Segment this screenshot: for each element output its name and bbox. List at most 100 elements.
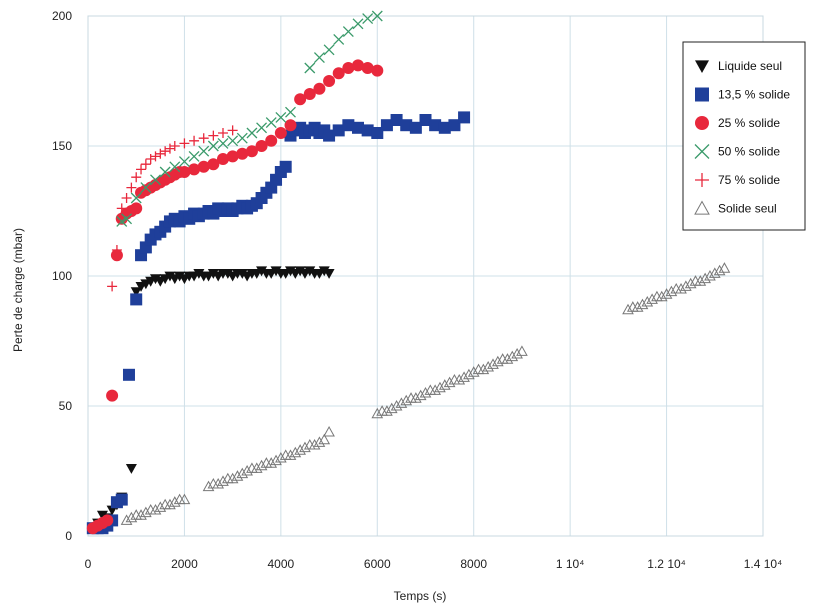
y-tick-label: 150 xyxy=(52,139,72,153)
data-point xyxy=(150,174,161,186)
data-point xyxy=(380,119,393,132)
data-point xyxy=(246,127,258,139)
data-point xyxy=(140,506,152,518)
data-point xyxy=(352,121,364,134)
legend-label: 25 % solide xyxy=(718,116,780,130)
y-tick-label: 50 xyxy=(59,399,73,413)
data-point xyxy=(284,119,297,132)
data-point xyxy=(419,386,432,398)
series-3 xyxy=(116,10,383,227)
data-point xyxy=(178,156,190,168)
data-point xyxy=(188,150,200,162)
data-point xyxy=(429,119,442,132)
data-point xyxy=(434,381,446,393)
data-point xyxy=(241,464,253,476)
data-point xyxy=(179,138,190,149)
data-point xyxy=(198,145,210,157)
data-point xyxy=(458,111,471,124)
data-point xyxy=(140,159,151,170)
data-point xyxy=(332,124,345,137)
data-point xyxy=(106,389,119,402)
data-point xyxy=(313,52,325,64)
data-point xyxy=(352,18,364,30)
data-point xyxy=(458,371,470,382)
data-point xyxy=(120,514,133,525)
data-point xyxy=(313,82,326,95)
data-point xyxy=(381,405,393,416)
data-point xyxy=(96,510,108,521)
data-point xyxy=(188,163,201,176)
data-point xyxy=(304,266,316,277)
data-point xyxy=(308,438,321,450)
data-point xyxy=(270,454,282,466)
data-point xyxy=(487,358,499,369)
legend-box xyxy=(682,41,806,231)
series-5 xyxy=(120,262,731,525)
data-point xyxy=(511,347,523,359)
x-tick-label: 0 xyxy=(85,557,92,571)
data-point xyxy=(443,376,456,388)
data-point xyxy=(270,266,282,277)
data-point xyxy=(107,281,118,292)
data-point xyxy=(227,135,239,147)
data-point xyxy=(342,62,355,74)
data-point xyxy=(665,285,678,297)
x-tick-label: 4000 xyxy=(268,557,295,571)
data-point xyxy=(217,137,229,149)
data-point xyxy=(155,148,166,159)
data-point xyxy=(125,464,137,474)
legend-marker xyxy=(695,116,709,130)
data-point xyxy=(713,264,726,276)
y-axis-ticks: 0 50 100 150 200 xyxy=(52,9,72,543)
data-point xyxy=(160,146,171,157)
data-point xyxy=(323,44,335,56)
legend-marker xyxy=(695,87,709,102)
data-point xyxy=(265,457,278,468)
data-point xyxy=(130,192,142,204)
data-point xyxy=(323,269,335,279)
data-point xyxy=(506,350,519,362)
data-point xyxy=(438,121,451,134)
data-point xyxy=(197,160,210,173)
data-point xyxy=(482,360,495,372)
data-point xyxy=(207,140,219,152)
data-point xyxy=(371,64,384,77)
data-point xyxy=(255,459,268,471)
data-point xyxy=(429,384,441,395)
data-point xyxy=(631,301,644,312)
data-point xyxy=(491,355,504,367)
data-point xyxy=(342,26,354,38)
data-point xyxy=(145,154,156,164)
x-tick-label: 1 10⁴ xyxy=(556,557,585,571)
data-point xyxy=(275,451,287,463)
data-point xyxy=(289,446,302,458)
data-point xyxy=(463,368,475,380)
x-axis-ticks: 0 2000 4000 6000 8000 1 10⁴ 1.2 10⁴ 1.4 10⁴ xyxy=(85,557,783,571)
data-point xyxy=(333,33,345,45)
data-point xyxy=(361,124,374,137)
data-point xyxy=(409,121,422,134)
data-point xyxy=(126,182,137,193)
data-point xyxy=(342,119,355,132)
data-point xyxy=(371,127,384,139)
data-point xyxy=(131,172,142,183)
data-point xyxy=(149,503,162,515)
x-tick-label: 6000 xyxy=(364,557,391,571)
data-point xyxy=(704,269,716,281)
data-point xyxy=(236,467,249,479)
data-point xyxy=(323,75,336,87)
data-point xyxy=(135,509,147,520)
data-point xyxy=(390,399,403,411)
data-point xyxy=(285,106,296,118)
y-axis-label: Perte de charge (mbar) xyxy=(11,228,25,352)
y-tick-label: 100 xyxy=(52,269,72,283)
data-point xyxy=(236,147,249,160)
data-point xyxy=(400,394,413,406)
data-point xyxy=(385,402,398,414)
data-point xyxy=(116,203,127,214)
data-point xyxy=(318,266,330,277)
data-point xyxy=(136,164,147,175)
data-point xyxy=(236,269,248,279)
data-point xyxy=(694,275,707,286)
